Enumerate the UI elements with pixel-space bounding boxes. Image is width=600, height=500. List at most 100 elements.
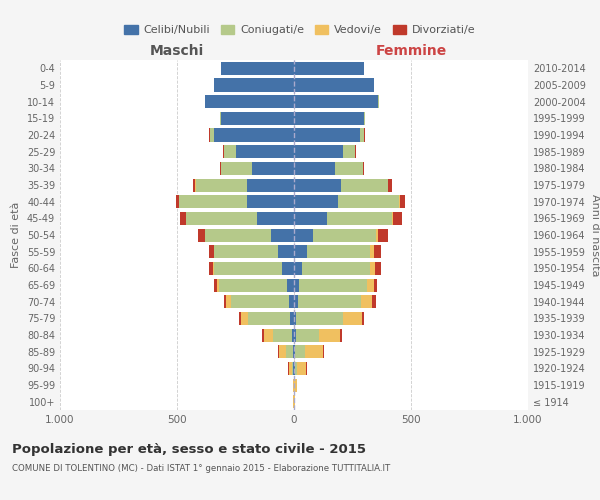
Bar bbox=[209, 245, 214, 258]
Bar bbox=[296, 328, 319, 342]
Bar bbox=[294, 95, 378, 108]
Bar bbox=[213, 262, 214, 275]
Bar bbox=[210, 128, 214, 141]
Bar bbox=[294, 128, 359, 141]
Bar bbox=[363, 162, 364, 175]
Bar bbox=[295, 345, 305, 358]
Bar bbox=[214, 78, 294, 92]
Bar bbox=[273, 328, 292, 342]
Bar bbox=[220, 112, 221, 125]
Bar bbox=[341, 178, 388, 192]
Bar bbox=[394, 212, 401, 225]
Bar bbox=[335, 162, 363, 175]
Bar bbox=[286, 345, 293, 358]
Bar bbox=[257, 212, 294, 225]
Bar bbox=[179, 195, 247, 208]
Bar bbox=[392, 212, 394, 225]
Bar bbox=[279, 345, 286, 358]
Bar bbox=[209, 262, 213, 275]
Bar bbox=[176, 195, 179, 208]
Bar bbox=[221, 162, 252, 175]
Bar bbox=[374, 278, 377, 291]
Bar bbox=[294, 228, 313, 241]
Bar bbox=[296, 312, 343, 325]
Bar bbox=[217, 278, 219, 291]
Bar bbox=[290, 312, 294, 325]
Bar bbox=[294, 395, 295, 408]
Bar bbox=[271, 228, 294, 241]
Bar bbox=[294, 78, 374, 92]
Bar bbox=[221, 112, 294, 125]
Bar bbox=[361, 295, 373, 308]
Y-axis label: Anni di nascita: Anni di nascita bbox=[590, 194, 599, 276]
Bar bbox=[343, 312, 362, 325]
Bar bbox=[294, 162, 335, 175]
Bar bbox=[283, 262, 294, 275]
Bar bbox=[295, 362, 297, 375]
Bar bbox=[187, 212, 257, 225]
Bar bbox=[239, 312, 241, 325]
Bar bbox=[295, 378, 297, 392]
Bar bbox=[294, 212, 327, 225]
Bar bbox=[224, 145, 235, 158]
Bar bbox=[241, 312, 248, 325]
Bar bbox=[294, 178, 341, 192]
Bar bbox=[226, 295, 231, 308]
Bar bbox=[364, 112, 365, 125]
Bar bbox=[214, 245, 278, 258]
Bar bbox=[294, 145, 343, 158]
Legend: Celibi/Nubili, Coniugati/e, Vedovi/e, Divorziati/e: Celibi/Nubili, Coniugati/e, Vedovi/e, Di… bbox=[120, 20, 480, 40]
Bar bbox=[294, 328, 296, 342]
Bar bbox=[343, 145, 355, 158]
Bar bbox=[294, 262, 302, 275]
Bar bbox=[373, 295, 376, 308]
Bar bbox=[378, 228, 388, 241]
Bar bbox=[278, 245, 294, 258]
Bar bbox=[370, 262, 375, 275]
Bar bbox=[214, 262, 283, 275]
Bar bbox=[362, 312, 364, 325]
Bar bbox=[370, 245, 374, 258]
Bar bbox=[294, 62, 364, 75]
Bar bbox=[388, 178, 392, 192]
Text: Femmine: Femmine bbox=[376, 44, 446, 59]
Bar bbox=[287, 278, 294, 291]
Bar bbox=[367, 278, 374, 291]
Bar bbox=[235, 145, 294, 158]
Bar bbox=[299, 278, 367, 291]
Bar bbox=[205, 95, 294, 108]
Bar bbox=[307, 245, 370, 258]
Bar bbox=[220, 162, 221, 175]
Bar bbox=[263, 328, 273, 342]
Bar bbox=[293, 345, 294, 358]
Bar bbox=[294, 345, 295, 358]
Bar bbox=[221, 62, 294, 75]
Bar bbox=[319, 328, 340, 342]
Bar bbox=[292, 362, 293, 375]
Bar bbox=[289, 362, 292, 375]
Bar bbox=[327, 212, 392, 225]
Bar bbox=[294, 245, 307, 258]
Bar bbox=[313, 228, 376, 241]
Bar bbox=[374, 245, 380, 258]
Bar bbox=[400, 195, 404, 208]
Bar bbox=[376, 228, 378, 241]
Bar bbox=[338, 195, 400, 208]
Bar bbox=[231, 295, 289, 308]
Bar bbox=[340, 328, 341, 342]
Bar bbox=[214, 128, 294, 141]
Bar bbox=[180, 212, 186, 225]
Bar bbox=[294, 112, 364, 125]
Bar bbox=[193, 178, 196, 192]
Bar bbox=[359, 128, 364, 141]
Bar bbox=[224, 295, 226, 308]
Bar bbox=[294, 295, 298, 308]
Text: Popolazione per età, sesso e stato civile - 2015: Popolazione per età, sesso e stato civil… bbox=[12, 442, 366, 456]
Text: Maschi: Maschi bbox=[150, 44, 204, 59]
Bar bbox=[196, 178, 247, 192]
Bar bbox=[247, 195, 294, 208]
Bar bbox=[294, 312, 296, 325]
Y-axis label: Fasce di età: Fasce di età bbox=[11, 202, 21, 268]
Bar bbox=[248, 312, 290, 325]
Bar bbox=[214, 278, 217, 291]
